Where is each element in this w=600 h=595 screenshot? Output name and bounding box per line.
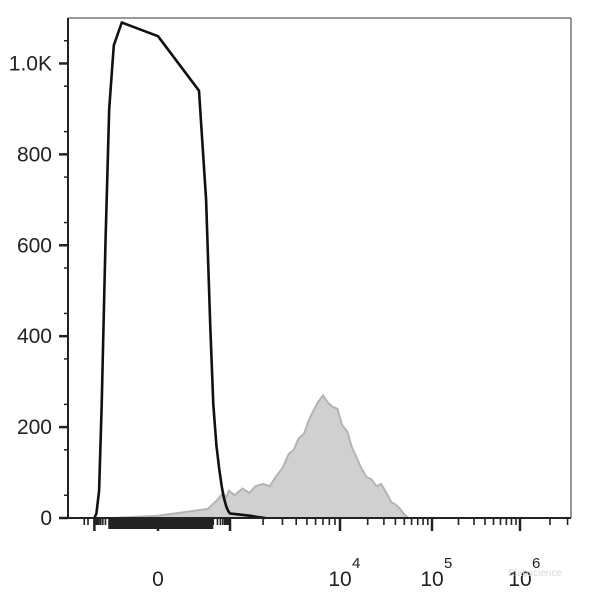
series-1-line-histogram <box>93 21 266 520</box>
y-tick-label: 400 <box>17 325 52 348</box>
x-tick-label: 10 <box>508 568 531 591</box>
y-tick-label: 600 <box>17 234 52 257</box>
series-layer <box>93 21 411 520</box>
x-zero-tick-cluster <box>108 518 214 529</box>
x-tick-label: 10 <box>328 568 351 591</box>
y-tick-label: 0 <box>40 507 52 530</box>
y-tick-label: 200 <box>17 416 52 439</box>
series-0-filled-histogram <box>111 393 411 519</box>
y-tick-label: 1.0K <box>9 52 52 75</box>
x-tick-label: 0 <box>152 568 164 591</box>
x-tick-exponent: 4 <box>352 555 360 572</box>
x-tick-exponent: 6 <box>532 555 540 572</box>
y-tick-label: 800 <box>17 143 52 166</box>
watermark: Elabscience <box>508 568 562 579</box>
x-tick-label: 10 <box>420 568 443 591</box>
x-tick-exponent: 5 <box>444 555 452 572</box>
